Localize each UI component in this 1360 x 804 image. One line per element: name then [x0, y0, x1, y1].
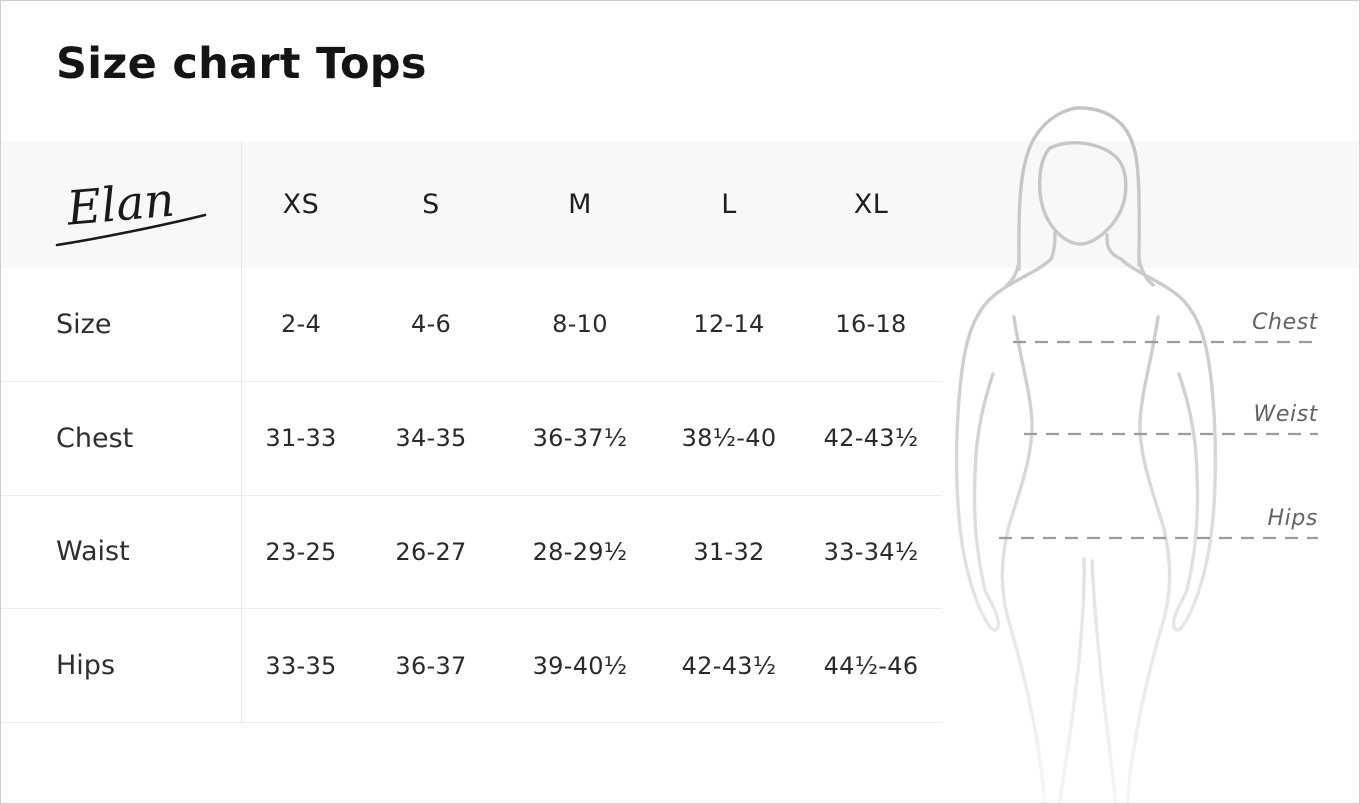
hips-l: 42-43½ — [658, 609, 800, 723]
row-label-hips: Hips — [1, 609, 242, 723]
page-title: Size chart Tops — [56, 39, 427, 89]
hips-m: 39-40½ — [502, 609, 658, 723]
silhouette-torso-left — [1000, 315, 1046, 803]
hips-xs: 33-35 — [242, 609, 360, 723]
chest-s: 34-35 — [360, 382, 502, 496]
silhouette-arm-left — [954, 231, 1057, 632]
brand-logo: Elan — [1, 141, 242, 268]
row-label-waist: Waist — [1, 495, 242, 610]
hips-xl: 44½-46 — [800, 609, 942, 723]
size-l: 12-14 — [658, 268, 800, 382]
waist-m: 28-29½ — [502, 496, 658, 610]
figure-label-chest: Chest — [1252, 310, 1318, 335]
chest-l: 38½-40 — [658, 382, 800, 496]
size-table: Elan XS S M L XL Size 2-4 4-6 8-10 12-14… — [1, 141, 942, 723]
brand-logo-text: Elan — [64, 172, 177, 236]
column-header-xl: XL — [853, 189, 889, 220]
size-xs: 2-4 — [242, 268, 360, 382]
brand-logo-signature: Elan — [55, 172, 207, 246]
figure-label-waist: Weist — [1253, 402, 1318, 427]
silhouette-hair — [1017, 106, 1141, 271]
silhouette-face — [1038, 141, 1128, 246]
chest-xl: 42-43½ — [800, 382, 942, 496]
column-header-m: M — [568, 189, 592, 220]
figure-label-hips: Hips — [1267, 506, 1318, 531]
waist-l: 31-32 — [658, 496, 800, 610]
row-label-chest: Chest — [1, 381, 242, 496]
chest-xs: 31-33 — [242, 382, 360, 496]
size-m: 8-10 — [502, 268, 658, 382]
waist-xl: 33-34½ — [800, 496, 942, 610]
waist-xs: 23-25 — [242, 496, 360, 610]
column-header-l: L — [721, 189, 737, 220]
hips-s: 36-37 — [360, 609, 502, 723]
column-header-xs: XS — [282, 189, 320, 220]
body-measurement-figure: Chest Weist Hips — [941, 101, 1359, 803]
table-header-band — [1, 141, 1359, 268]
female-silhouette-illustration — [954, 106, 1318, 803]
row-label-size: Size — [1, 268, 242, 382]
chest-m: 36-37½ — [502, 382, 658, 496]
waist-s: 26-27 — [360, 496, 502, 610]
silhouette-inner-leg-right — [1090, 559, 1118, 803]
silhouette-arm-right — [1105, 233, 1218, 632]
column-header-s: S — [422, 189, 440, 220]
brand-logo-underline — [55, 213, 207, 246]
size-s: 4-6 — [360, 268, 502, 382]
silhouette-inner-leg-left — [1057, 557, 1086, 803]
silhouette-torso-right — [1126, 315, 1172, 803]
size-xl: 16-18 — [800, 268, 942, 382]
